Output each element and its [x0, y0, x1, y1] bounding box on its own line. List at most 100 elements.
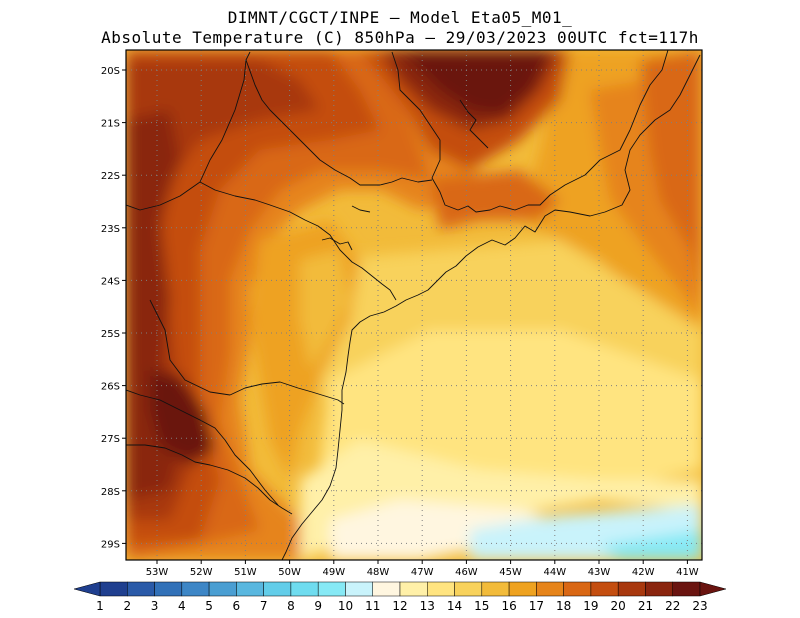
colorbar-swatch	[645, 581, 673, 597]
title-line-2: Absolute Temperature (C) 850hPa – 29/03/…	[101, 28, 699, 47]
colorbar-label: 21	[638, 599, 653, 613]
coastline	[281, 54, 701, 560]
boundaries	[126, 50, 701, 560]
colorbar-swatch	[372, 581, 401, 597]
plot-frame	[125, 49, 703, 561]
field-tongue-15	[300, 250, 350, 370]
field-south-11	[330, 500, 560, 560]
colorbar-label: 16	[501, 599, 516, 613]
map-grid	[126, 50, 702, 560]
field-south-9	[600, 530, 702, 560]
colorbar-swatch	[563, 581, 592, 597]
colorbar-label: 23	[692, 599, 707, 613]
colorbar-label: 10	[338, 599, 353, 613]
lon-label: 51W	[234, 567, 257, 578]
colorbar-swatch	[263, 581, 292, 597]
border-sp-pr	[199, 181, 397, 301]
lon-label: 48W	[367, 567, 390, 578]
colorbar-label: 1	[96, 599, 104, 613]
colorbar-label: 3	[151, 599, 159, 613]
lat-label: 28S	[101, 487, 120, 498]
field-ne-22	[400, 50, 550, 115]
longitude-axis: 53W 52W 51W 50W 49W 48W 47W 46W 45W 44W 43W 42W 41W	[146, 560, 699, 578]
colorbar-label: 14	[447, 599, 462, 613]
colorbar-label: 2	[123, 599, 131, 613]
lon-label: 52W	[190, 567, 213, 578]
lon-label: 53W	[146, 567, 169, 578]
border-ms-sp	[245, 59, 433, 186]
border-pr-west	[149, 299, 231, 396]
colorbar-arrow-high	[699, 581, 727, 597]
lat-label: 23S	[101, 224, 120, 235]
title-line-1: DIMNT/CGCT/INPE – Model Eta05_M01_	[227, 8, 573, 27]
lat-label: 21S	[101, 119, 120, 130]
lat-label: 22S	[101, 171, 120, 182]
colorbar-label: 4	[178, 599, 186, 613]
lake-reservoir-1	[321, 237, 353, 251]
lon-label: 42W	[632, 567, 655, 578]
lat-label: 20S	[101, 66, 120, 77]
lat-label: 29S	[101, 539, 120, 550]
lat-label: 24S	[101, 276, 120, 287]
latitude-axis: 20S 21S 22S 23S 24S 25S 26S 27S 28S 29S	[101, 66, 126, 550]
lon-label: 41W	[676, 567, 699, 578]
lon-label: 45W	[499, 567, 522, 578]
border-sp-mg	[391, 51, 459, 211]
colorbar-swatch	[454, 581, 483, 597]
colorbar-swatch	[508, 581, 537, 597]
colorbar-swatch	[99, 581, 128, 597]
lon-label: 50W	[278, 567, 301, 578]
colorbar-label: 5	[205, 599, 213, 613]
colorbar-swatch	[536, 581, 564, 597]
lat-label: 26S	[101, 382, 120, 393]
colorbar-swatch	[617, 581, 646, 597]
colorbar-label: 19	[583, 599, 598, 613]
border-west-intl	[126, 389, 279, 506]
colorbar-swatch	[672, 581, 701, 597]
field-coast-18	[430, 170, 560, 230]
colorbar-label: 7	[260, 599, 268, 613]
colorbar: 1 2 3 4 5 6 7 8 9 10 11 12 13 14 15 16 17 18 19 20 21 22 23	[73, 581, 727, 613]
colorbar-swatch	[345, 581, 373, 597]
colorbar-swatch	[127, 581, 155, 597]
lon-label: 44W	[543, 567, 566, 578]
lon-label: 49W	[322, 567, 345, 578]
colorbar-swatch	[208, 581, 237, 597]
lake-furnas	[459, 99, 489, 149]
colorbar-swatch	[154, 581, 183, 597]
colorbar-label: 22	[665, 599, 680, 613]
colorbar-label: 6	[233, 599, 241, 613]
border-sc-rs	[126, 444, 293, 515]
colorbar-swatch	[590, 581, 619, 597]
colorbar-label: 17	[529, 599, 544, 613]
colorbar-swatch	[481, 581, 510, 597]
field-west-22	[150, 370, 215, 465]
colorbar-label: 8	[287, 599, 295, 613]
colorbar-label: 15	[474, 599, 489, 613]
colorbar-label: 11	[365, 599, 380, 613]
border-pr-sc	[229, 381, 345, 405]
colorbar-swatch	[290, 581, 319, 597]
lon-label: 47W	[411, 567, 434, 578]
colorbar-label: 20	[611, 599, 626, 613]
field-south-12	[300, 440, 702, 560]
colorbar-swatch	[181, 581, 210, 597]
lat-label: 27S	[101, 434, 120, 445]
colorbar-label: 12	[392, 599, 407, 613]
colorbar-label: 13	[420, 599, 435, 613]
colorbar-swatch	[236, 581, 264, 597]
colorbar-arrow-low	[73, 581, 101, 597]
lon-label: 43W	[588, 567, 611, 578]
colorbar-swatch	[427, 581, 455, 597]
lat-label: 25S	[101, 329, 120, 340]
lon-label: 46W	[455, 567, 478, 578]
colorbar-swatch	[317, 581, 346, 597]
colorbar-label: 18	[556, 599, 571, 613]
temperature-field	[126, 50, 702, 560]
lake-reservoir-2	[351, 205, 371, 213]
border-ms-west	[126, 51, 251, 211]
colorbar-swatch	[399, 581, 428, 597]
border-mg-es-rj	[457, 50, 669, 213]
colorbar-label: 9	[314, 599, 322, 613]
